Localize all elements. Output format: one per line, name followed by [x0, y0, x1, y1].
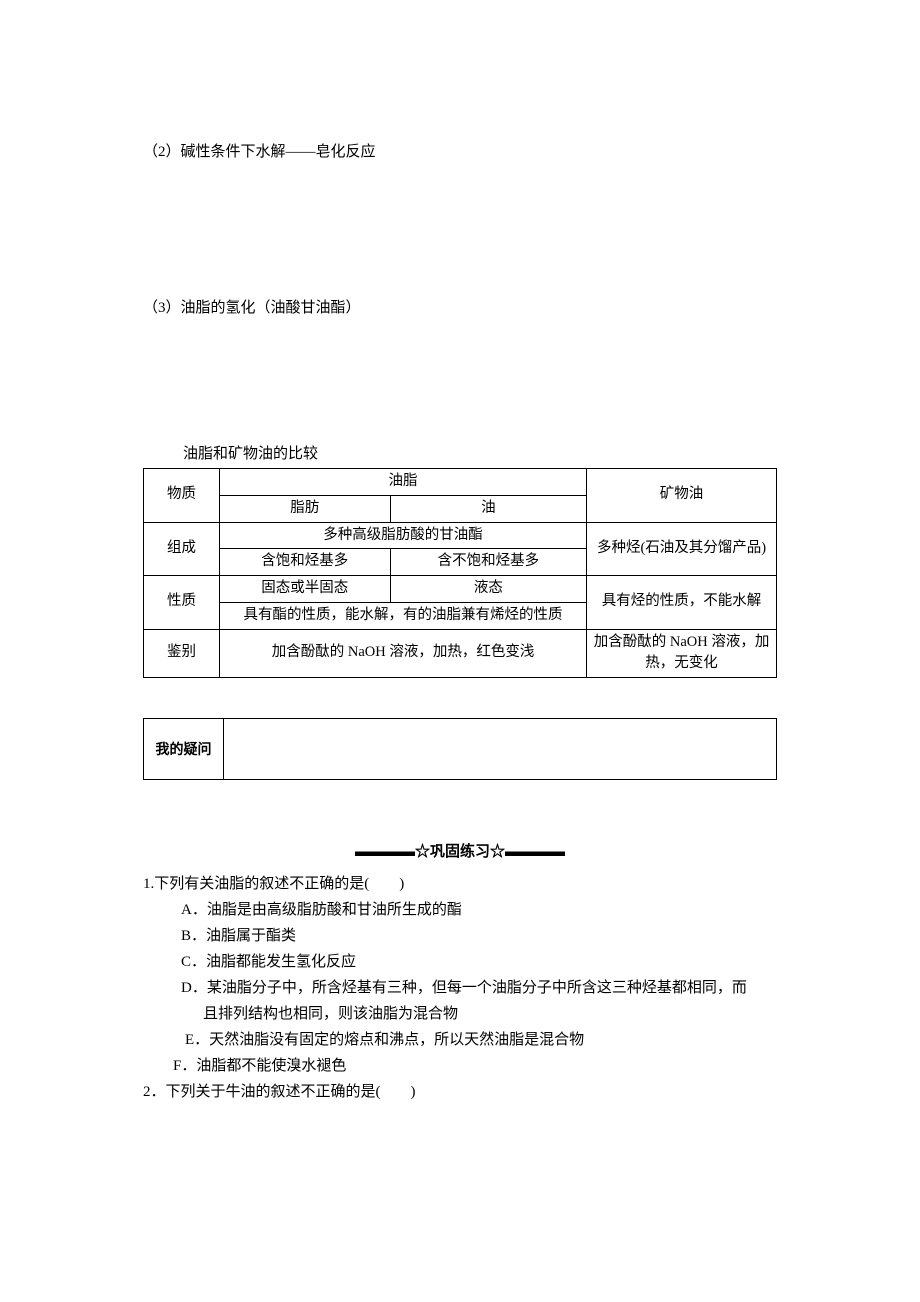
table-cell: 多种高级脂肪酸的甘油酯 — [219, 522, 586, 549]
table-cell: 组成 — [144, 522, 220, 576]
my-question-blank — [224, 719, 776, 779]
table-cell: 矿物油 — [587, 469, 777, 523]
table-row: 鉴别 加含酚酞的 NaOH 溶液，加热，红色变浅 加含酚酞的 NaOH 溶液，加… — [144, 629, 777, 678]
table-row: 性质 固态或半固态 液态 具有烃的性质，不能水解 — [144, 576, 777, 603]
table-cell: 加含酚酞的 NaOH 溶液，加热，红色变浅 — [219, 629, 586, 678]
question-1: 1.下列有关油脂的叙述不正确的是( ) — [143, 872, 777, 896]
table-cell: 含饱和烃基多 — [219, 549, 390, 576]
question-1-option-c: C．油脂都能发生氢化反应 — [181, 950, 777, 974]
question-1-option-d: D．某油脂分子中，所含烃基有三种，但每一个油脂分子中所含这三种烃基都相同，而 — [181, 976, 777, 1000]
table-cell: 油 — [390, 495, 587, 522]
table-cell: 油脂 — [219, 469, 586, 496]
table-cell: 含不饱和烃基多 — [390, 549, 587, 576]
table-cell: 加含酚酞的 NaOH 溶液，加热，无变化 — [587, 629, 777, 678]
blank-space-1 — [143, 176, 777, 296]
blank-space-2 — [143, 332, 777, 442]
question-1-option-b: B．油脂属于酯类 — [181, 924, 777, 948]
my-question-box: 我的疑问 — [143, 718, 777, 780]
question-2: 2．下列关于牛油的叙述不正确的是( ) — [143, 1080, 777, 1104]
table-row: 组成 多种高级脂肪酸的甘油酯 多种烃(石油及其分馏产品) — [144, 522, 777, 549]
question-1-option-e: E．天然油脂没有固定的熔点和沸点，所以天然油脂是混合物 — [185, 1028, 777, 1052]
question-1-option-d-cont: 且排列结构也相同，则该油脂为混合物 — [203, 1002, 777, 1026]
question-1-option-a: A．油脂是由高级脂肪酸和甘油所生成的酯 — [181, 898, 777, 922]
table-cell: 具有烃的性质，不能水解 — [587, 576, 777, 630]
exercise-header: ▬▬▬▬☆巩固练习☆▬▬▬▬ — [143, 840, 777, 864]
section-2-heading: （2）碱性条件下水解——皂化反应 — [143, 140, 777, 164]
table-cell: 多种烃(石油及其分馏产品) — [587, 522, 777, 576]
my-question-label: 我的疑问 — [144, 719, 224, 779]
question-1-option-f: F．油脂都不能使溴水褪色 — [173, 1054, 777, 1078]
table-cell: 性质 — [144, 576, 220, 630]
table-cell: 鉴别 — [144, 629, 220, 678]
comparison-table: 物质 油脂 矿物油 脂肪 油 组成 多种高级脂肪酸的甘油酯 多种烃(石油及其分馏… — [143, 468, 777, 678]
section-3-heading: （3）油脂的氢化（油酸甘油酯） — [143, 296, 777, 320]
table-cell: 具有酯的性质，能水解，有的油脂兼有烯烃的性质 — [219, 602, 586, 629]
table-row: 物质 油脂 矿物油 — [144, 469, 777, 496]
table-cell: 固态或半固态 — [219, 576, 390, 603]
table-caption: 油脂和矿物油的比较 — [183, 442, 777, 466]
table-cell: 物质 — [144, 469, 220, 523]
table-cell: 脂肪 — [219, 495, 390, 522]
table-cell: 液态 — [390, 576, 587, 603]
